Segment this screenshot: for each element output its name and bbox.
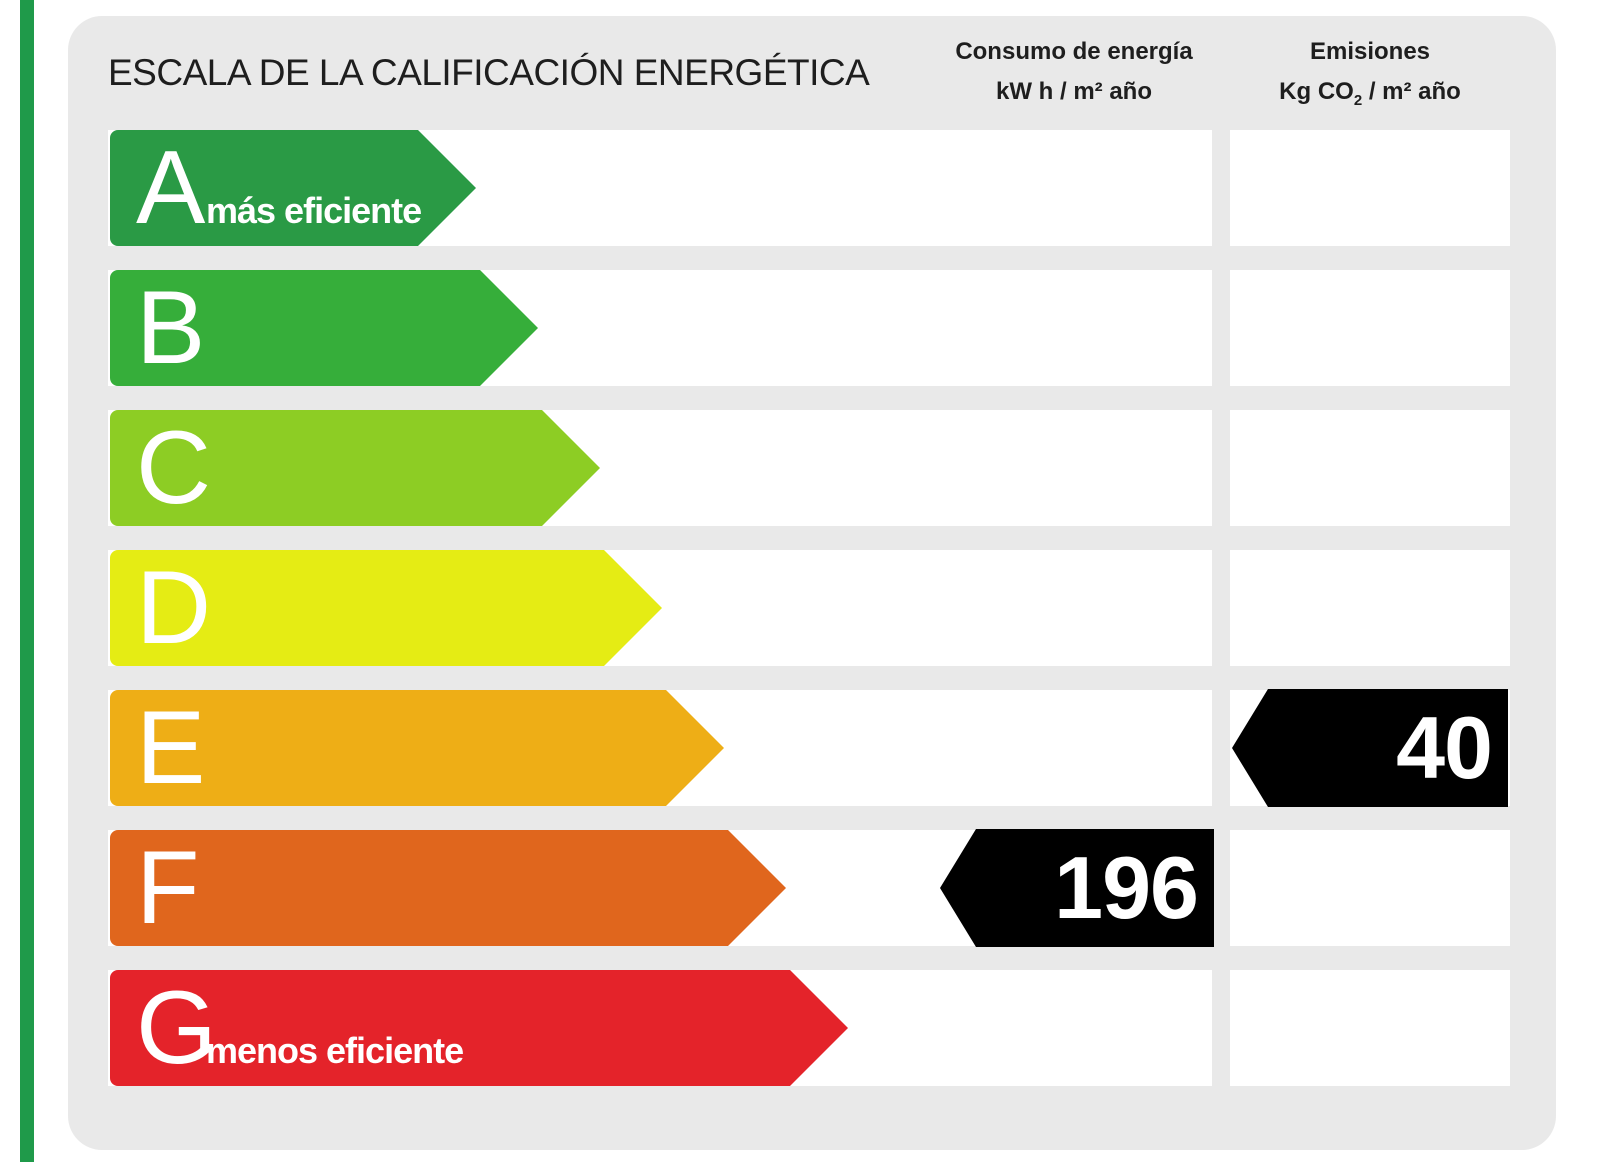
emisiones-cell-g xyxy=(1230,970,1510,1086)
class-letter-c: C xyxy=(136,410,210,526)
consumo-rating-marker: 196 xyxy=(940,829,1214,947)
emisiones-rating-marker: 40 xyxy=(1232,689,1508,807)
emisiones-rating-value: 40 xyxy=(1396,698,1493,797)
class-note-a: más eficiente xyxy=(206,190,422,231)
consumo-cell-e xyxy=(934,690,1212,806)
emisiones-units-pre: Kg CO xyxy=(1279,78,1354,105)
emisiones-cell-a xyxy=(1230,130,1510,246)
class-letter-b: B xyxy=(136,270,204,386)
emisiones-cell-c xyxy=(1230,410,1510,526)
class-note-g: menos eficiente xyxy=(206,1030,464,1071)
emisiones-units-sub: 2 xyxy=(1353,91,1363,109)
consumo-header-line1: Consumo de energía xyxy=(955,38,1193,65)
class-arrow-b: B xyxy=(110,270,538,386)
class-arrow-d: D xyxy=(110,550,662,666)
emisiones-cell-b xyxy=(1230,270,1510,386)
emisiones-units-post: / m² año xyxy=(1362,78,1461,105)
class-arrow-e: E xyxy=(110,690,724,806)
emisiones-column-header: Emisiones Kg CO2 / m² año xyxy=(1228,32,1512,112)
consumo-cell-d xyxy=(934,550,1212,666)
consumo-cell-a xyxy=(934,130,1212,246)
class-letter-d: D xyxy=(136,550,210,666)
consumo-header-units: kW h / m² año xyxy=(996,78,1152,105)
emisiones-header-units: Kg CO2 / m² año xyxy=(1228,72,1512,112)
class-letter-e: E xyxy=(136,690,204,806)
class-letter-f: F xyxy=(136,830,198,946)
class-arrow-c: C xyxy=(110,410,600,526)
emisiones-cell-f xyxy=(1230,830,1510,946)
green-border-stripe xyxy=(20,0,34,1162)
class-letter-a: A xyxy=(136,130,204,246)
consumo-column-header: Consumo de energía kW h / m² año xyxy=(932,32,1216,112)
label-title: ESCALA DE LA CALIFICACIÓN ENERGÉTICA xyxy=(108,52,870,93)
consumo-cell-b xyxy=(934,270,1212,386)
emisiones-header-line1: Emisiones xyxy=(1309,38,1431,65)
consumo-rating-value: 196 xyxy=(1054,838,1199,937)
consumo-cell-c xyxy=(934,410,1212,526)
consumo-cell-g xyxy=(934,970,1212,1086)
class-arrow-f: F xyxy=(110,830,786,946)
emisiones-cell-d xyxy=(1230,550,1510,666)
class-letter-g: G xyxy=(136,970,215,1086)
